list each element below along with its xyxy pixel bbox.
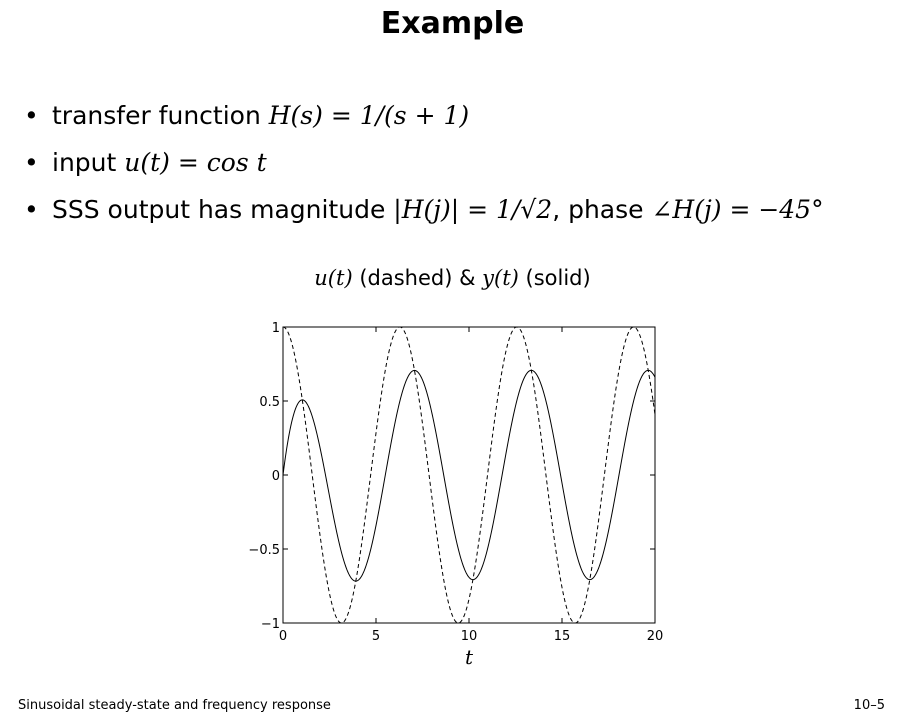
series-line-u-dashed — [282, 326, 656, 624]
footer-page-number: 10–5 — [853, 698, 885, 713]
plot-title-u: u(t) — [314, 266, 353, 290]
footer-left: Sinusoidal steady-state and frequency re… — [18, 698, 331, 713]
bullet-math: u(t) = cos t — [124, 148, 267, 177]
y-tick-label: 0.5 — [259, 395, 280, 410]
y-tick-label: −1 — [261, 617, 280, 632]
bullet-text-2: , phase — [552, 195, 652, 224]
slide-title: Example — [380, 6, 525, 41]
bullet-math: H(s) = 1/(s + 1) — [268, 101, 470, 130]
plot-frame — [282, 326, 656, 624]
plot-title-solid: (solid) — [518, 266, 591, 290]
bullet-list: • transfer function H(s) = 1/(s + 1) • inp… — [24, 96, 824, 237]
bullet-dot: • — [24, 195, 39, 224]
y-tick-label: 0 — [272, 469, 280, 484]
axes — [282, 326, 656, 624]
series-group — [282, 326, 656, 624]
bullet-input: • input u(t) = cos t — [24, 143, 824, 190]
x-tick-label: 20 — [647, 629, 664, 644]
ticks-group: 0 5 10 15 20 1 0.5 0 −0.5 −1 t — [248, 321, 663, 669]
plot-title-dashed: (dashed) & — [352, 266, 483, 290]
x-tick-label: 10 — [461, 629, 478, 644]
x-tick-label: 5 — [372, 629, 380, 644]
bullet-math-2: ∠H(j) = −45° — [651, 195, 824, 224]
bullet-math: |H(j)| = 1/√2 — [393, 195, 553, 224]
y-tick-label: −0.5 — [248, 543, 280, 558]
bullet-dot: • — [24, 148, 39, 177]
x-axis-label: t — [465, 645, 474, 669]
y-tick-label: 1 — [272, 321, 280, 336]
plot-title: u(t) (dashed) & y(t) (solid) — [0, 266, 905, 290]
bullet-transfer-function: • transfer function H(s) = 1/(s + 1) — [24, 96, 824, 143]
x-tick-label: 0 — [279, 629, 287, 644]
bullet-text: SSS output has magnitude — [52, 195, 394, 224]
plot-title-y: y(t) — [482, 266, 519, 290]
bullet-dot: • — [24, 101, 39, 130]
bullet-sss-output: • SSS output has magnitude |H(j)| = 1/√2,… — [24, 190, 824, 237]
series-line-y-solid — [282, 369, 656, 582]
bullet-text: input — [52, 148, 125, 177]
x-tick-label: 15 — [554, 629, 571, 644]
bullet-text: transfer function — [52, 101, 269, 130]
